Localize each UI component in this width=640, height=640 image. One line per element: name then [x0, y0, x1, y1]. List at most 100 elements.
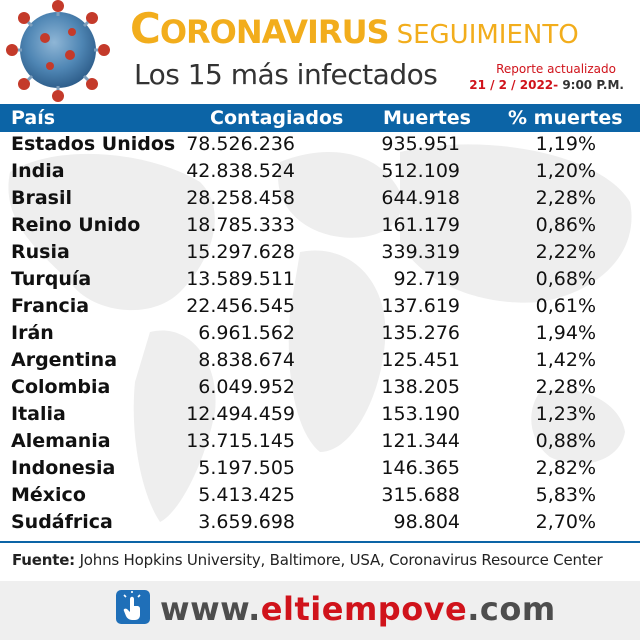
- pct-muertes-cell: 0,61%: [535, 295, 596, 317]
- country-cell: Italia: [11, 403, 66, 425]
- table-header: País Contagiados Muertes % muertes: [0, 104, 640, 132]
- muertes-cell: 512.109: [381, 160, 460, 182]
- country-cell: Estados Unidos: [11, 133, 176, 155]
- contagiados-cell: 18.785.333: [186, 214, 295, 236]
- pct-muertes-cell: 2,82%: [535, 457, 596, 479]
- contagiados-cell: 3.659.698: [198, 511, 295, 533]
- contagiados-cell: 28.258.458: [186, 187, 295, 209]
- muertes-cell: 135.276: [381, 322, 460, 344]
- table-body: Estados Unidos 78.526.236 935.951 1,19% Indi…: [0, 132, 640, 537]
- column-header-muertes: Muertes: [383, 107, 471, 129]
- country-cell: Irán: [11, 322, 54, 344]
- pct-muertes-cell: 1,42%: [535, 349, 596, 371]
- contagiados-cell: 13.589.511: [186, 268, 295, 290]
- pct-muertes-cell: 0,86%: [535, 214, 596, 236]
- pct-muertes-cell: 2,28%: [535, 187, 596, 209]
- website-link[interactable]: www.eltiempove.com: [160, 590, 556, 628]
- country-cell: Brasil: [11, 187, 73, 209]
- muertes-cell: 138.205: [381, 376, 460, 398]
- column-header-contagiados: Contagiados: [210, 107, 344, 129]
- url-suffix: .com: [467, 590, 556, 628]
- hand-pointer-icon[interactable]: [116, 590, 150, 624]
- table-row: Sudáfrica 3.659.698 98.804 2,70%: [0, 510, 640, 537]
- country-cell: Argentina: [11, 349, 118, 371]
- table-row: Reino Unido 18.785.333 161.179 0,86%: [0, 213, 640, 240]
- contagiados-cell: 12.494.459: [186, 403, 295, 425]
- contagiados-cell: 15.297.628: [186, 241, 295, 263]
- pct-muertes-cell: 1,94%: [535, 322, 596, 344]
- title-initial: C: [130, 4, 161, 53]
- muertes-cell: 146.365: [381, 457, 460, 479]
- country-cell: India: [11, 160, 65, 182]
- table-row: Alemania 13.715.145 121.344 0,88%: [0, 429, 640, 456]
- table-row: Estados Unidos 78.526.236 935.951 1,19%: [0, 132, 640, 159]
- header: CORONAVIRUS SEGUIMIENTO Los 15 más infect…: [0, 0, 640, 103]
- muertes-cell: 121.344: [381, 430, 460, 452]
- muertes-cell: 125.451: [381, 349, 460, 371]
- pct-muertes-cell: 5,83%: [535, 484, 596, 506]
- coronavirus-illustration: [6, 0, 110, 102]
- contagiados-cell: 78.526.236: [186, 133, 295, 155]
- muertes-cell: 153.190: [381, 403, 460, 425]
- muertes-cell: 92.719: [393, 268, 460, 290]
- country-cell: Francia: [11, 295, 90, 317]
- pct-muertes-cell: 0,68%: [535, 268, 596, 290]
- contagiados-cell: 22.456.545: [186, 295, 295, 317]
- contagiados-cell: 6.961.562: [198, 322, 295, 344]
- divider: [0, 541, 640, 543]
- muertes-cell: 339.319: [381, 241, 460, 263]
- source-line: Fuente: Johns Hopkins University, Baltim…: [12, 551, 603, 569]
- muertes-cell: 935.951: [381, 133, 460, 155]
- world-map-background: [8, 144, 632, 522]
- muertes-cell: 137.619: [381, 295, 460, 317]
- country-cell: Turquía: [11, 268, 92, 290]
- url-domain: eltiempove: [260, 590, 468, 628]
- footer-band: [0, 581, 640, 640]
- pct-muertes-cell: 1,23%: [535, 403, 596, 425]
- table-row: Italia 12.494.459 153.190 1,23%: [0, 402, 640, 429]
- table-row: Colombia 6.049.952 138.205 2,28%: [0, 375, 640, 402]
- table-row: Francia 22.456.545 137.619 0,61%: [0, 294, 640, 321]
- pct-muertes-cell: 2,28%: [535, 376, 596, 398]
- source-text: Johns Hopkins University, Baltimore, USA…: [79, 551, 603, 569]
- table-row: India 42.838.524 512.109 1,20%: [0, 159, 640, 186]
- muertes-cell: 98.804: [393, 511, 460, 533]
- contagiados-cell: 5.197.505: [198, 457, 295, 479]
- country-cell: Sudáfrica: [11, 511, 113, 533]
- pct-muertes-cell: 2,70%: [535, 511, 596, 533]
- country-cell: Reino Unido: [11, 214, 141, 236]
- contagiados-cell: 13.715.145: [186, 430, 295, 452]
- contagiados-cell: 5.413.425: [198, 484, 295, 506]
- title-main: ORONAVIRUS: [159, 13, 390, 51]
- pct-muertes-cell: 1,20%: [535, 160, 596, 182]
- column-header-pais: País: [11, 107, 56, 129]
- subtitle: Los 15 más infectados: [134, 58, 438, 91]
- table-row: Turquía 13.589.511 92.719 0,68%: [0, 267, 640, 294]
- table-row: Argentina 8.838.674 125.451 1,42%: [0, 348, 640, 375]
- table-row: Indonesia 5.197.505 146.365 2,82%: [0, 456, 640, 483]
- contagiados-cell: 6.049.952: [198, 376, 295, 398]
- contagiados-cell: 42.838.524: [186, 160, 295, 182]
- country-cell: Rusia: [11, 241, 70, 263]
- muertes-cell: 315.688: [381, 484, 460, 506]
- source-label: Fuente:: [12, 551, 75, 569]
- title-tail: SEGUIMIENTO: [396, 20, 579, 50]
- column-header-pct-muertes: % muertes: [508, 107, 623, 129]
- contagiados-cell: 8.838.674: [198, 349, 295, 371]
- report-label: Reporte actualizado: [496, 62, 616, 76]
- report-time-value: 9:00 P.M.: [562, 78, 624, 92]
- report-date: 21 / 2 / 2022- 9:00 P.M.: [469, 78, 624, 92]
- pct-muertes-cell: 2,22%: [535, 241, 596, 263]
- country-cell: México: [11, 484, 86, 506]
- table-row: Brasil 28.258.458 644.918 2,28%: [0, 186, 640, 213]
- table-row: Rusia 15.297.628 339.319 2,22%: [0, 240, 640, 267]
- country-cell: Colombia: [11, 376, 111, 398]
- country-cell: Indonesia: [11, 457, 116, 479]
- url-prefix: www.: [160, 590, 261, 628]
- pct-muertes-cell: 0,88%: [535, 430, 596, 452]
- pct-muertes-cell: 1,19%: [535, 133, 596, 155]
- title: CORONAVIRUS SEGUIMIENTO: [130, 4, 579, 54]
- muertes-cell: 644.918: [381, 187, 460, 209]
- muertes-cell: 161.179: [381, 214, 460, 236]
